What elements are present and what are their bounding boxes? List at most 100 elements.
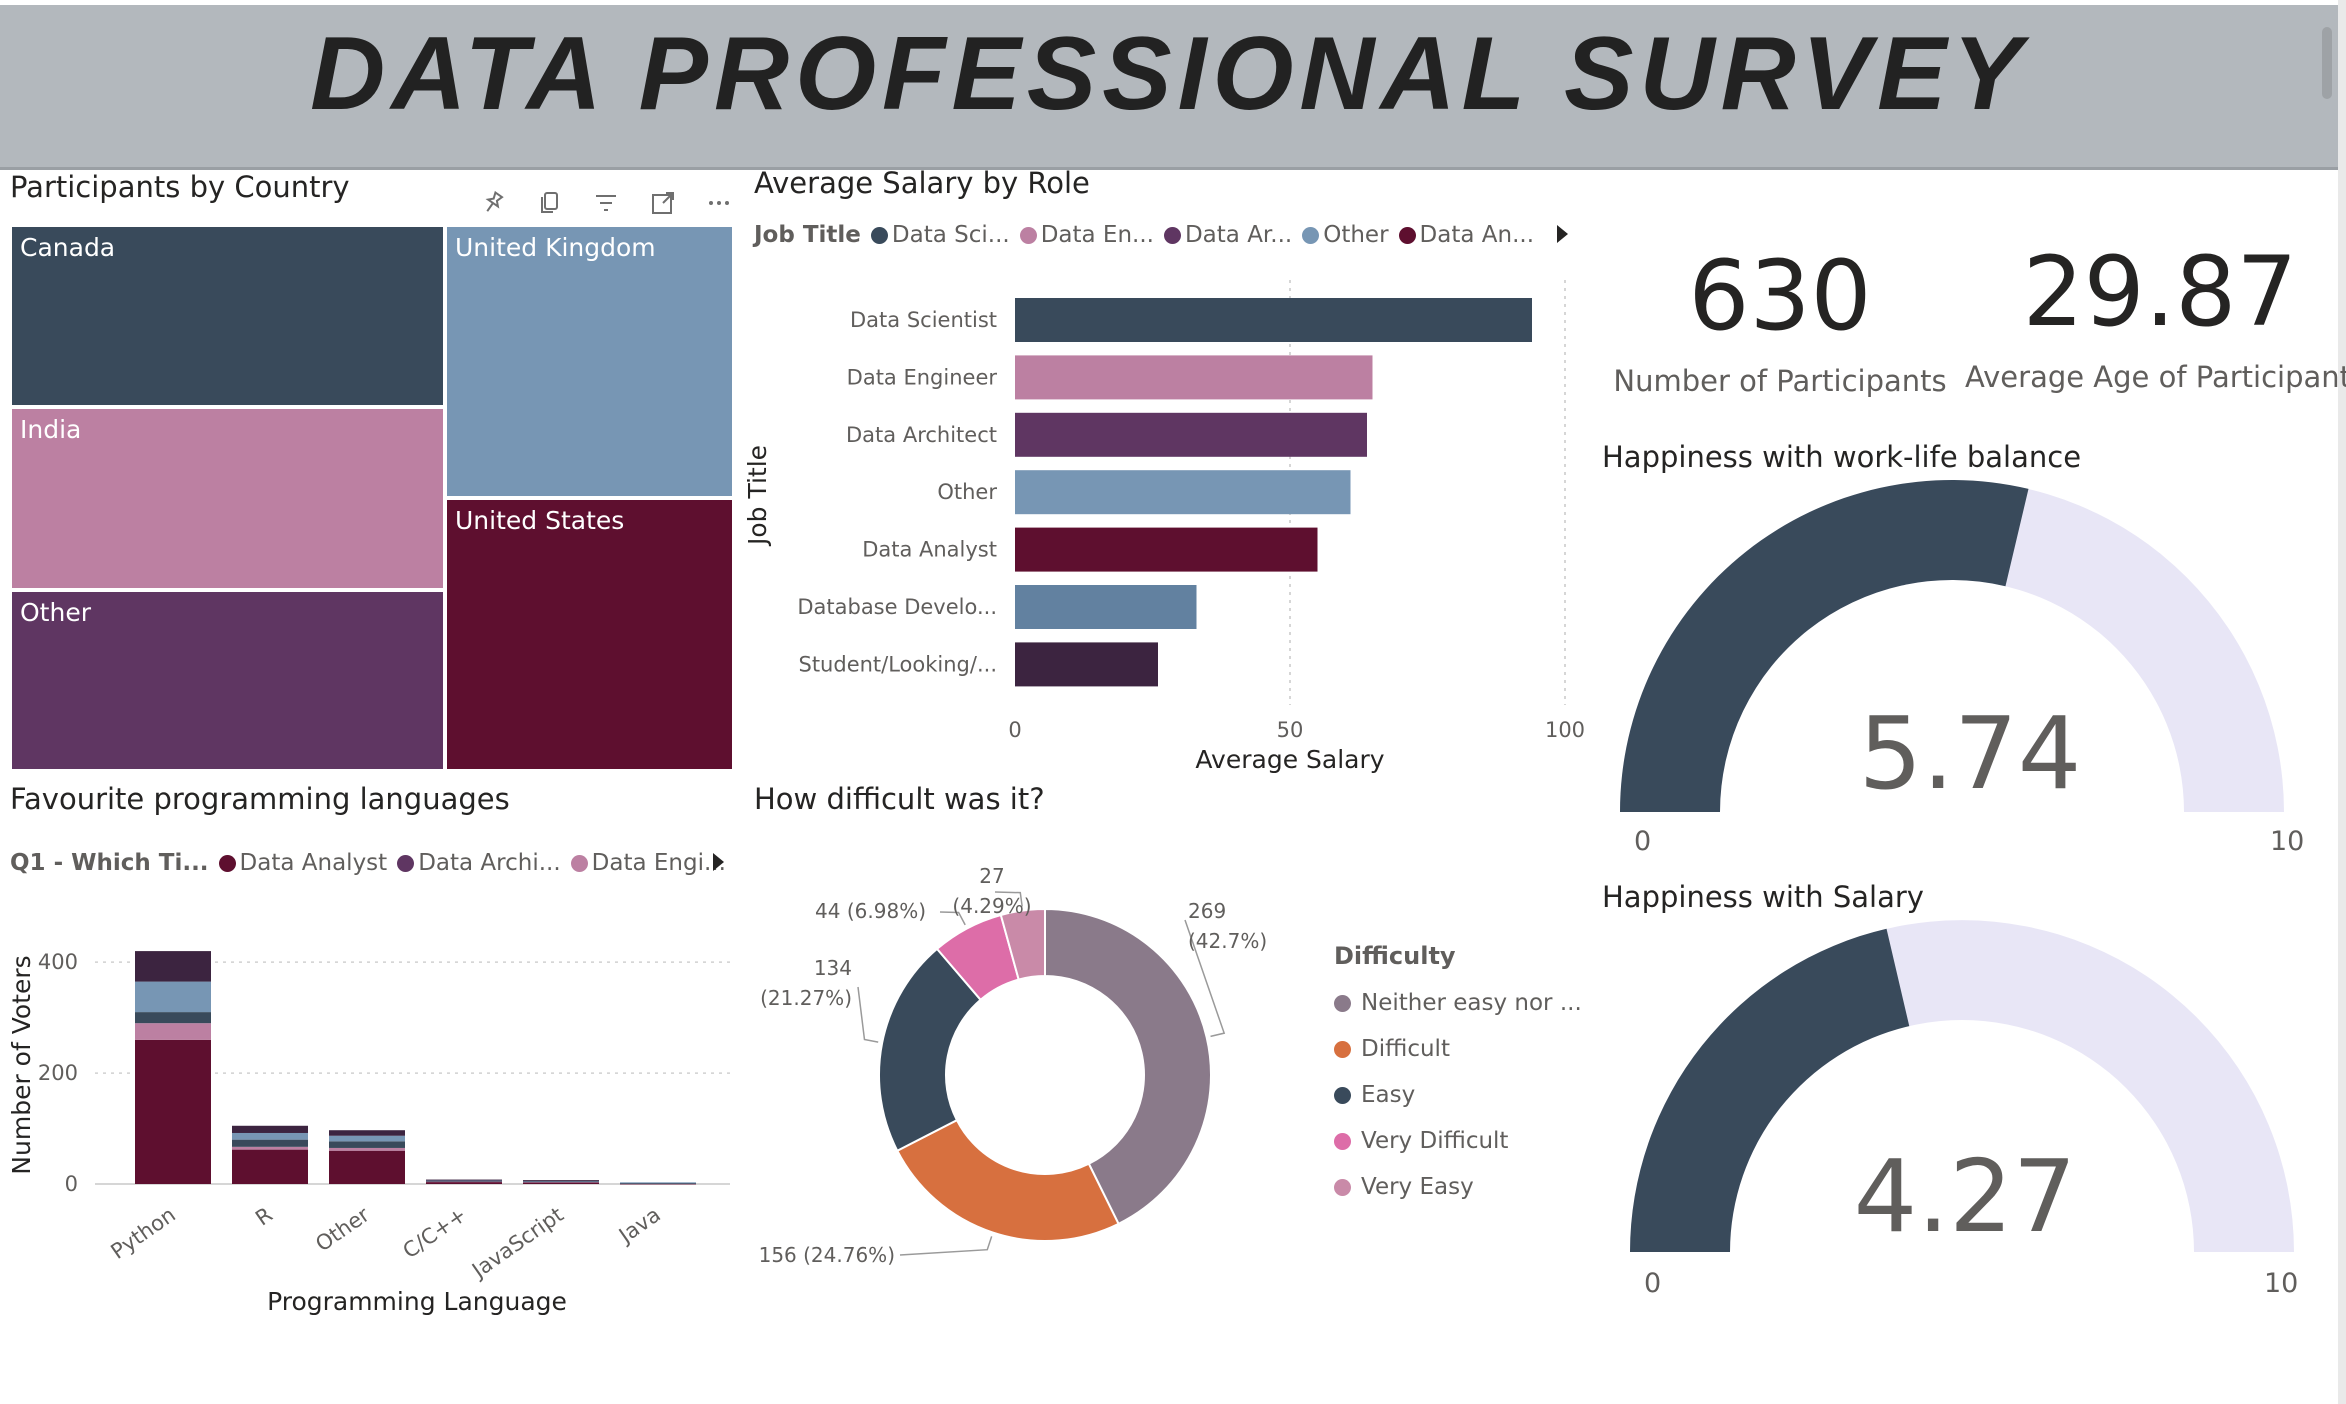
legend-item[interactable]: Data En... [1019,222,1154,248]
bar-segment[interactable] [232,1149,308,1184]
treemap-tile-canada[interactable]: Canada [10,225,445,407]
legend-dot [1163,226,1181,244]
languages-chart-title: Favourite programming languages [10,782,510,816]
legend-label: Neither easy nor ... [1361,990,1582,1016]
bar-segment[interactable] [135,1023,211,1040]
leader-line [857,986,879,1043]
bar-segment[interactable] [426,1179,502,1181]
legend-label: Difficult [1361,1036,1450,1062]
bar-segment[interactable] [426,1181,502,1184]
copy-icon[interactable] [535,190,565,216]
treemap-tile-other[interactable]: Other [10,590,445,771]
legend-item[interactable]: Data Engi... [570,850,726,876]
average-age-value: 29.87 [2022,236,2298,348]
x-tick-label: 100 [1545,718,1585,742]
legend-item[interactable]: Data Sci... [870,222,1010,248]
legend-item[interactable]: Very Easy [1334,1164,1582,1210]
chevron-right-icon [1557,225,1568,243]
difficulty-legend: Difficulty Neither easy nor ... Difficul… [1334,942,1582,1210]
bar-segment[interactable] [135,1039,211,1184]
bar-segment[interactable] [135,951,211,982]
more-options-icon[interactable] [704,190,734,216]
legend-item[interactable]: Data Ar... [1163,222,1292,248]
bar-segment[interactable] [329,1130,405,1136]
bar-segment[interactable] [329,1141,405,1148]
chevron-right-icon [713,853,724,871]
legend-next-arrow[interactable] [707,853,724,871]
data-label: 27 [979,864,1004,888]
treemap-label: Other [20,598,91,627]
legend-title: Difficulty [1334,942,1456,970]
bar-segment[interactable] [620,1182,696,1184]
difficulty-donut-chart: 269 (42.7%) 156 (24.76%) 134 (21.27%) 44 (6.9… [759,864,1268,1267]
bar-segment[interactable] [426,1180,502,1182]
donut-slice[interactable] [878,947,983,1153]
bar-segment[interactable] [135,1012,211,1024]
gauge-fill[interactable] [1620,480,2029,812]
bar-segment[interactable] [329,1135,405,1142]
treemap-title: Participants by Country [10,170,350,204]
focus-mode-icon[interactable] [648,190,678,216]
data-label: (4.29%) [952,894,1031,918]
legend-next-arrow[interactable] [1551,225,1568,243]
bar-segment[interactable] [620,1182,696,1184]
legend-label: Very Difficult [1361,1128,1509,1154]
bar[interactable] [1015,585,1197,629]
page-scrollbar[interactable] [2338,0,2346,1404]
legend-dot [1334,994,1351,1012]
legend-label: Data En... [1040,222,1154,248]
bar-segment[interactable] [232,1132,308,1140]
treemap-chart: Canada United Kingdom India United State… [10,225,734,771]
bar-segment[interactable] [523,1181,599,1183]
bar[interactable] [1015,412,1367,457]
legend-item[interactable]: Easy [1334,1072,1582,1118]
treemap-label: Canada [20,233,116,262]
x-tick-label: 0 [1008,718,1021,742]
bar-segment[interactable] [232,1139,308,1147]
leader-line [899,1236,993,1256]
donut-slice[interactable] [1044,907,1212,1226]
filter-icon[interactable] [591,190,621,216]
legend-item[interactable]: Neither easy nor ... [1334,980,1582,1026]
bar-segment[interactable] [232,1146,308,1150]
bar-segment[interactable] [523,1180,599,1182]
bar-segment[interactable] [426,1180,502,1182]
bar-segment[interactable] [523,1180,599,1182]
legend-item[interactable]: Data An... [1398,222,1534,248]
treemap-tile-united-states[interactable]: United States [445,498,734,771]
legend-item[interactable]: Data Analyst [218,850,387,876]
bar-segment[interactable] [135,981,211,1013]
gauge-fill[interactable] [1630,928,1910,1252]
legend-item[interactable]: Very Difficult [1334,1118,1582,1164]
leader-line [1184,919,1226,1038]
x-tick-label: 50 [1277,718,1304,742]
treemap-label: India [20,415,82,444]
bar-segment[interactable] [426,1181,502,1183]
difficulty-chart-title: How difficult was it? [754,782,1045,816]
category-label: Data Architect [846,423,997,447]
legend-item[interactable]: Other [1302,222,1389,248]
bar[interactable] [1015,298,1532,342]
bar-segment[interactable] [232,1125,308,1133]
bar-segment[interactable] [523,1181,599,1183]
bar-segment[interactable] [523,1182,599,1184]
bar[interactable] [1015,527,1318,572]
pin-icon[interactable] [478,190,508,216]
bar[interactable] [1015,642,1158,687]
bar-segment[interactable] [329,1147,405,1151]
scrollbar-thumb[interactable] [2322,27,2332,99]
data-label: (21.27%) [760,986,852,1010]
y-tick-label: 200 [38,1061,78,1085]
bar-segment[interactable] [620,1183,696,1185]
bar[interactable] [1015,355,1373,400]
legend-item[interactable]: Difficult [1334,1026,1582,1072]
donut-slice[interactable] [895,1118,1120,1242]
treemap-tile-united-kingdom[interactable]: United Kingdom [445,225,734,498]
bar[interactable] [1015,470,1351,515]
bar-segment[interactable] [329,1150,405,1184]
salary-chart-title: Average Salary by Role [754,166,1090,200]
legend-dot [397,854,415,872]
treemap-tile-india[interactable]: India [10,407,445,590]
donut-slice[interactable] [999,907,1046,981]
legend-item[interactable]: Data Archi... [397,850,561,876]
